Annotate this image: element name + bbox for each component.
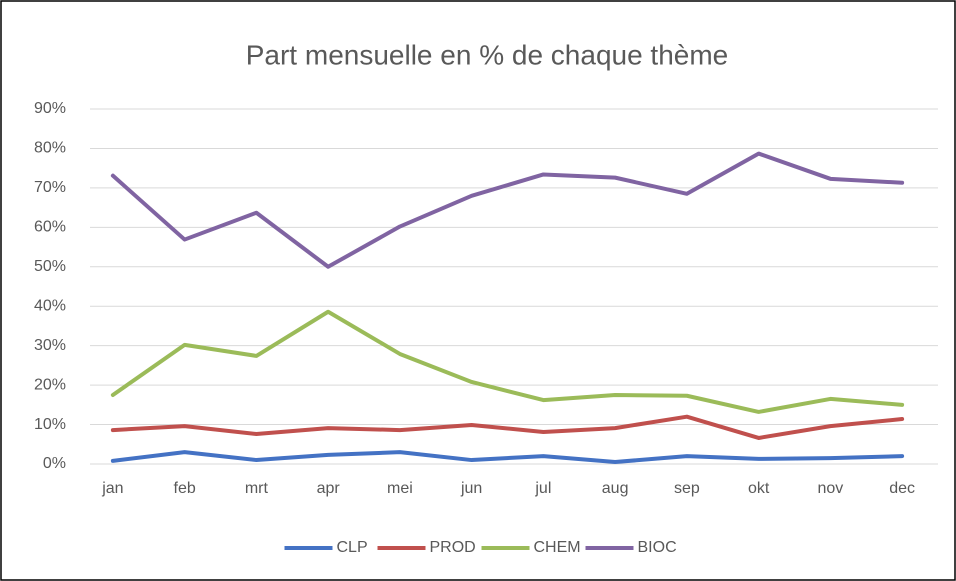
y-tick-label: 30% [34, 337, 66, 354]
legend-label: CHEM [534, 539, 581, 556]
x-tick-label: aug [602, 480, 629, 497]
series-line [110, 414, 905, 440]
legend-label: CLP [337, 539, 368, 556]
x-tick-label: nov [817, 480, 843, 497]
y-tick-label: 0% [43, 455, 66, 472]
x-tick-label: apr [317, 480, 341, 497]
series-line [110, 450, 905, 465]
y-tick-label: 40% [34, 297, 66, 314]
x-tick-label: sep [674, 480, 700, 497]
legend-label: PROD [430, 539, 476, 556]
y-tick-label: 20% [34, 376, 66, 393]
x-tick-label: jul [534, 480, 551, 497]
chart-title: Part mensuelle en % de chaque thème [246, 39, 729, 70]
x-tick-label: feb [174, 480, 196, 497]
x-tick-label: jun [460, 480, 482, 497]
y-tick-label: 60% [34, 219, 66, 236]
y-tick-label: 50% [34, 258, 66, 275]
y-tick-label: 80% [34, 140, 66, 157]
y-tick-label: 70% [34, 179, 66, 196]
legend-label: BIOC [638, 539, 677, 556]
x-tick-label: mei [387, 480, 413, 497]
series-line [110, 309, 905, 414]
x-tick-label: mrt [245, 480, 269, 497]
x-tick-label: okt [748, 480, 770, 497]
x-tick-label: dec [889, 480, 915, 497]
y-tick-label: 10% [34, 416, 66, 433]
series-line [110, 151, 905, 269]
x-tick-label: jan [101, 480, 123, 497]
y-tick-label: 90% [34, 100, 66, 117]
